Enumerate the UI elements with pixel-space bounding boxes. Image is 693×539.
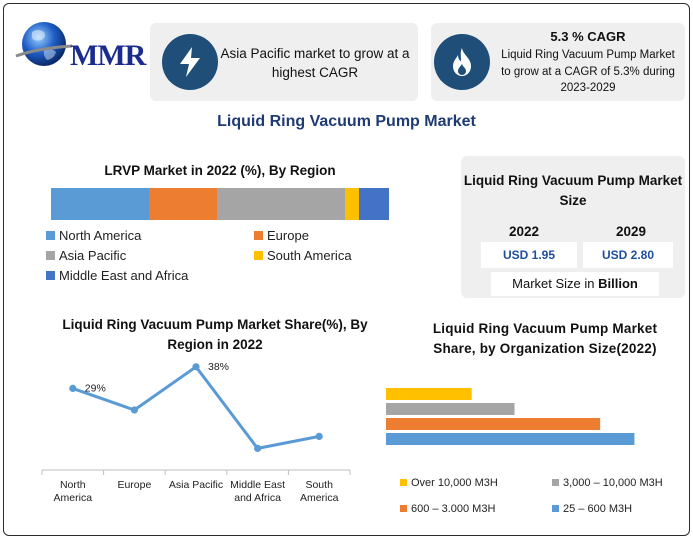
line-tick-label-middle-east-and-africa: Middle East and Africa	[230, 479, 285, 504]
market-size-footer-unit: Billion	[598, 276, 638, 291]
market-size-title: Liquid Ring Vacuum Pump Market Size	[463, 173, 683, 208]
region-line-chart-title: Liquid Ring Vacuum Pump Market Share(%),…	[62, 317, 368, 352]
market-size-year-2022: 2022	[509, 224, 540, 239]
cagr-text: Liquid Ring Vacuum Pump Market to grow a…	[501, 49, 675, 94]
line-tick-label-europe: Europe	[117, 479, 151, 491]
line-tick-label-south-america: South America	[300, 479, 339, 504]
org-size-chart-title: Liquid Ring Vacuum Pump Market Share, by…	[432, 321, 658, 356]
line-point-middle-east-and-africa	[254, 444, 262, 452]
legend-item-middle-east-and-africa: Middle East and Africa	[46, 268, 188, 283]
line-point-asia-pacific	[192, 363, 200, 371]
org-bar-3-000-10-000-m3h	[386, 403, 515, 415]
market-size-value-2022: USD 1.95	[481, 242, 577, 268]
line-series	[72, 365, 320, 450]
line-tick-label-north-america: North America	[54, 479, 93, 504]
stacked-segment-middle-east-and-africa	[358, 188, 389, 220]
legend-label: 25 – 600 M3H	[563, 503, 633, 515]
lightning-bolt-icon	[162, 34, 218, 90]
brand-logo: MMR	[14, 16, 146, 74]
org-legend-item-25-600-m3h: 25 – 600 M3H	[552, 503, 632, 515]
legend-swatch	[46, 231, 55, 240]
stacked-segment-europe	[149, 188, 217, 220]
stacked-segment-asia-pacific	[216, 188, 346, 220]
legend-item-asia-pacific: Asia Pacific	[46, 248, 126, 263]
legend-item-south-america: South America	[254, 248, 352, 263]
highlight-card-cagr: 5.3 % CAGR Liquid Ring Vacuum Pump Marke…	[431, 23, 685, 101]
line-point-europe	[130, 406, 138, 414]
legend-swatch	[552, 479, 559, 486]
legend-swatch	[46, 251, 55, 260]
stacked-segment-north-america	[51, 188, 150, 220]
org-bar-600-3-000-m3h	[386, 418, 601, 430]
logo-wordmark: MMR	[70, 39, 146, 72]
globe-icon	[15, 22, 73, 66]
line-tick-label-asia-pacific: Asia Pacific	[169, 479, 223, 491]
legend-label: Europe	[267, 228, 309, 243]
market-size-card: Liquid Ring Vacuum Pump Market Size 2022…	[461, 156, 685, 298]
legend-label: South America	[267, 248, 352, 263]
highlight-card-growth: Asia Pacific market to grow at a highest…	[150, 23, 418, 101]
legend-label: 3,000 – 10,000 M3H	[563, 477, 663, 489]
market-size-year-2029: 2029	[616, 224, 647, 239]
cagr-title: 5.3 % CAGR	[550, 29, 626, 44]
legend-swatch	[400, 479, 407, 486]
legend-swatch	[400, 505, 407, 512]
region-share-chart-title: LRVP Market in 2022 (%), By Region	[104, 163, 336, 178]
page-title: Liquid Ring Vacuum Pump Market	[217, 113, 476, 130]
market-size-footer: Market Size in Billion	[491, 272, 659, 296]
legend-label: 600 – 3.000 M3H	[411, 503, 496, 515]
flame-icon	[434, 34, 490, 90]
market-size-footer-prefix: Market Size in	[512, 276, 599, 291]
legend-swatch	[254, 231, 263, 240]
legend-label: Over 10,000 M3H	[411, 477, 498, 489]
market-size-value-2029: USD 2.80	[583, 242, 673, 268]
line-point-south-america	[315, 432, 323, 440]
line-data-label: 38%	[208, 361, 229, 373]
org-legend-item-over-10-000-m3h: Over 10,000 M3H	[400, 477, 498, 489]
region-share-stacked-bar	[51, 188, 389, 220]
stacked-segment-south-america	[345, 188, 359, 220]
legend-swatch	[46, 271, 55, 280]
legend-label: Middle East and Africa	[59, 268, 189, 283]
highlight-growth-text: Asia Pacific market to grow at a highest…	[220, 46, 410, 80]
org-bar-25-600-m3h	[386, 433, 635, 445]
legend-label: Asia Pacific	[59, 248, 127, 263]
line-point-north-america	[69, 384, 77, 392]
legend-label: North America	[59, 228, 142, 243]
org-legend-item-600-3-000-m3h: 600 – 3.000 M3H	[400, 503, 495, 515]
legend-swatch	[552, 505, 559, 512]
legend-swatch	[254, 251, 263, 260]
org-bar-over-10-000-m3h	[386, 388, 472, 400]
legend-item-north-america: North America	[46, 228, 141, 243]
line-data-label: 29%	[85, 382, 106, 394]
legend-item-europe: Europe	[254, 228, 309, 243]
org-legend-item-3-000-10-000-m3h: 3,000 – 10,000 M3H	[552, 477, 663, 489]
